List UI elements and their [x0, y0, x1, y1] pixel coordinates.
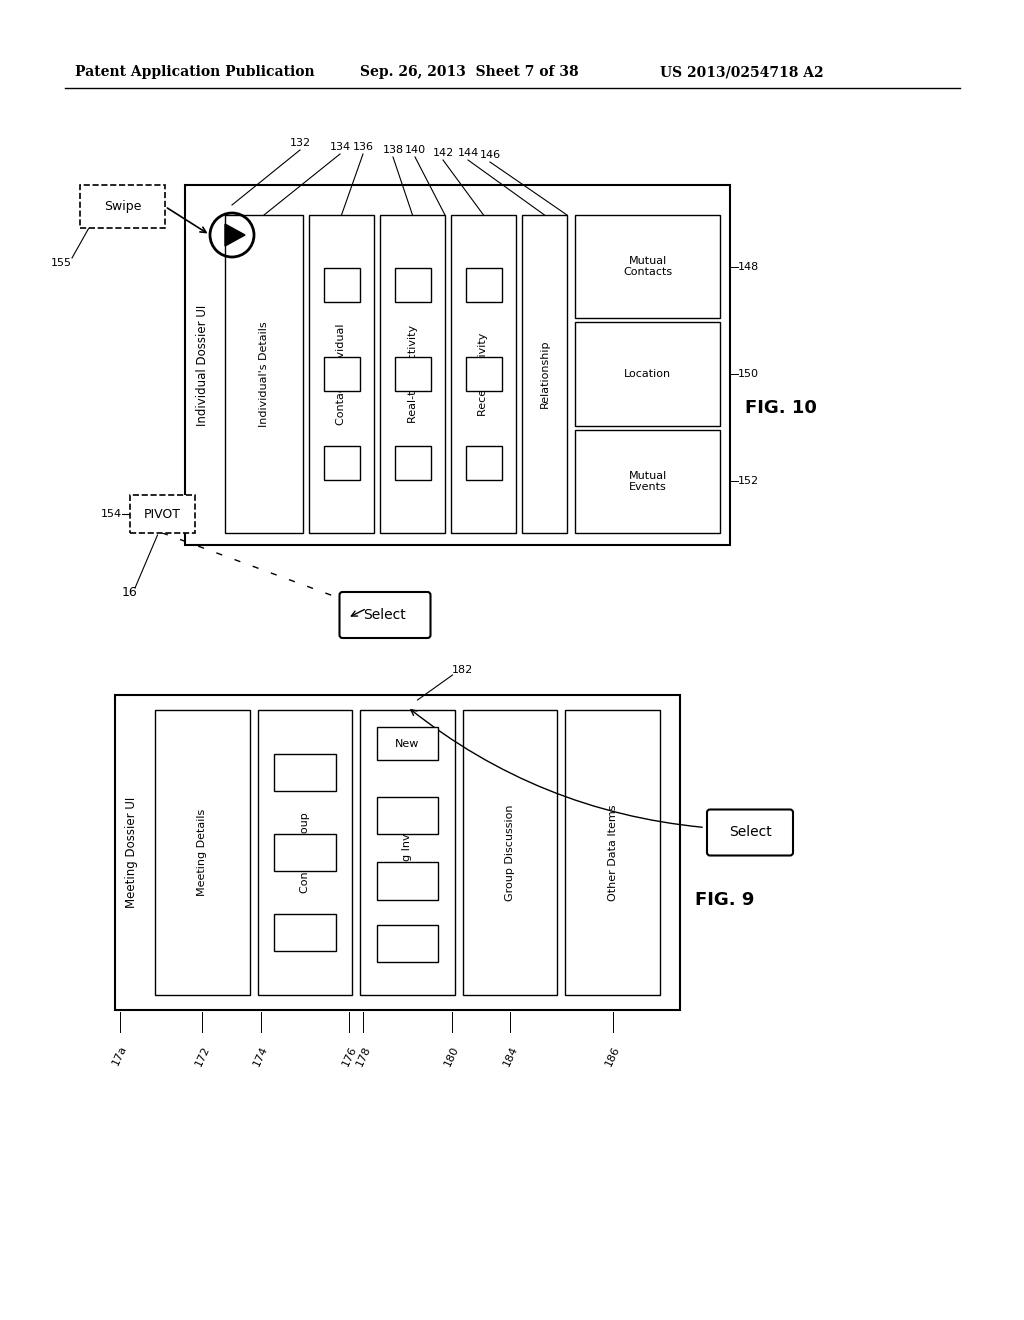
Text: 150: 150: [738, 370, 759, 379]
Bar: [575, 215, 720, 318]
Text: 155: 155: [51, 257, 72, 268]
Bar: [466, 356, 502, 391]
Text: 174: 174: [252, 1044, 269, 1068]
Text: Group Discussion: Group Discussion: [505, 804, 515, 900]
Text: 16: 16: [122, 586, 138, 599]
Bar: [380, 215, 445, 533]
Bar: [565, 710, 660, 995]
Text: Meeting Invitees: Meeting Invitees: [402, 807, 413, 899]
Bar: [274, 913, 336, 950]
Bar: [225, 215, 303, 533]
Text: 140: 140: [404, 145, 426, 154]
Text: Location: Location: [624, 370, 671, 379]
Text: 182: 182: [452, 665, 473, 675]
Bar: [394, 268, 430, 302]
Bar: [80, 185, 165, 228]
Text: Individual's Details: Individual's Details: [259, 321, 269, 426]
Bar: [575, 430, 720, 533]
Text: FIG. 9: FIG. 9: [695, 891, 755, 908]
Text: US 2013/0254718 A2: US 2013/0254718 A2: [660, 65, 823, 79]
Bar: [309, 215, 374, 533]
Text: PIVOT: PIVOT: [144, 507, 181, 520]
Bar: [463, 710, 557, 995]
Text: 186: 186: [604, 1044, 622, 1068]
Bar: [274, 834, 336, 871]
Text: Meeting Details: Meeting Details: [198, 809, 207, 896]
Text: Patent Application Publication: Patent Application Publication: [75, 65, 314, 79]
Bar: [115, 696, 680, 1010]
Bar: [324, 446, 359, 480]
Text: Select: Select: [364, 609, 407, 622]
Text: 144: 144: [458, 148, 478, 158]
Bar: [130, 495, 195, 533]
Bar: [394, 446, 430, 480]
Bar: [185, 185, 730, 545]
Text: 136: 136: [352, 143, 374, 152]
Bar: [258, 710, 352, 995]
Text: 178: 178: [354, 1044, 372, 1068]
Text: Recent activity: Recent activity: [478, 333, 488, 416]
Bar: [360, 710, 455, 995]
Text: Other Data Items: Other Data Items: [607, 804, 617, 900]
Text: 172: 172: [194, 1044, 211, 1068]
FancyBboxPatch shape: [340, 591, 430, 638]
Text: Contact Individual: Contact Individual: [337, 323, 346, 425]
Text: 184: 184: [501, 1044, 519, 1068]
Text: 154: 154: [101, 510, 122, 519]
Text: 142: 142: [432, 148, 454, 158]
Bar: [377, 797, 438, 834]
Text: Select: Select: [729, 825, 771, 840]
Bar: [522, 215, 567, 533]
Text: FIG. 10: FIG. 10: [745, 399, 817, 417]
Text: Sep. 26, 2013  Sheet 7 of 38: Sep. 26, 2013 Sheet 7 of 38: [360, 65, 579, 79]
Bar: [466, 268, 502, 302]
Bar: [377, 862, 438, 899]
Bar: [324, 268, 359, 302]
Bar: [394, 356, 430, 391]
Text: 176: 176: [340, 1044, 358, 1068]
Text: 134: 134: [330, 143, 350, 152]
Bar: [575, 322, 720, 425]
Text: 152: 152: [738, 477, 759, 486]
Bar: [155, 710, 250, 995]
Text: 146: 146: [479, 150, 501, 160]
Text: Real-time activity: Real-time activity: [408, 325, 418, 424]
FancyBboxPatch shape: [707, 809, 793, 855]
Text: 17a: 17a: [111, 1044, 129, 1068]
Bar: [324, 356, 359, 391]
Bar: [377, 727, 438, 760]
Text: Swipe: Swipe: [103, 201, 141, 213]
Text: Contact Group: Contact Group: [300, 812, 310, 892]
Bar: [274, 754, 336, 791]
Text: Individual Dossier UI: Individual Dossier UI: [196, 305, 209, 425]
Bar: [466, 446, 502, 480]
Bar: [377, 925, 438, 962]
Polygon shape: [225, 224, 245, 246]
Bar: [451, 215, 516, 533]
Text: New: New: [395, 739, 420, 748]
Text: 138: 138: [382, 145, 403, 154]
Text: 180: 180: [442, 1044, 461, 1068]
Text: 132: 132: [290, 139, 310, 148]
Text: Relationship: Relationship: [540, 339, 550, 408]
Text: Meeting Dossier UI: Meeting Dossier UI: [126, 797, 138, 908]
Text: Mutual
Events: Mutual Events: [629, 470, 667, 492]
Text: Mutual
Contacts: Mutual Contacts: [623, 256, 672, 277]
Text: 148: 148: [738, 261, 759, 272]
